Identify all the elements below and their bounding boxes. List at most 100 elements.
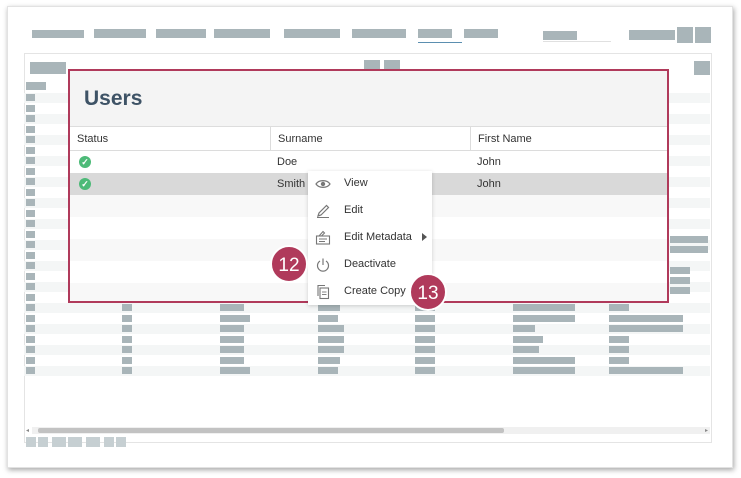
table-cell-placeholder	[26, 335, 35, 343]
table-cell-placeholder	[318, 346, 344, 353]
menu-item-edit[interactable]: Edit	[308, 198, 432, 224]
table-cell-placeholder	[415, 367, 435, 374]
page-button[interactable]	[68, 437, 82, 447]
table-cell-placeholder	[220, 335, 244, 343]
first-name-cell: John	[477, 156, 501, 168]
page-button[interactable]	[86, 437, 100, 447]
table-cell-placeholder	[26, 241, 35, 248]
search-box[interactable]	[543, 31, 577, 40]
nav-item[interactable]	[94, 29, 146, 38]
nav-item[interactable]	[464, 29, 498, 38]
nav-item[interactable]	[32, 30, 84, 38]
surname-cell: Smith	[277, 178, 306, 190]
table-cell-placeholder	[26, 304, 35, 311]
column-header[interactable]	[26, 82, 46, 90]
page-button[interactable]	[38, 437, 48, 447]
panel-title	[30, 62, 66, 74]
column-header-surname[interactable]: Surname	[271, 127, 471, 151]
table-cell-placeholder	[318, 367, 338, 374]
table-cell-placeholder	[670, 267, 690, 274]
table-cell-placeholder	[122, 314, 132, 322]
table-cell-placeholder	[318, 335, 344, 343]
table-cell-placeholder	[26, 199, 35, 206]
table-cell-placeholder	[26, 251, 35, 259]
table-cell-placeholder	[26, 346, 35, 353]
table-cell-placeholder	[415, 356, 435, 364]
table-cell-placeholder	[26, 283, 35, 290]
first-name-cell: John	[477, 178, 501, 190]
user-menu[interactable]	[629, 30, 675, 40]
table-cell-placeholder	[26, 178, 35, 185]
table-cell-placeholder	[26, 94, 35, 101]
page-button[interactable]	[26, 437, 36, 447]
table-cell-placeholder	[609, 356, 629, 364]
dialog-title: Users	[84, 87, 143, 110]
table-cell-placeholder	[26, 356, 35, 364]
callout-badge-deactivate: 12	[270, 245, 308, 283]
column-header-first-name[interactable]: First Name	[471, 127, 667, 151]
table-cell-placeholder	[220, 356, 244, 364]
scrollbar-thumb[interactable]	[38, 428, 504, 433]
menu-item-label: Edit	[344, 204, 363, 216]
table-cell-placeholder	[318, 356, 340, 364]
status-active-icon: ✓	[79, 178, 91, 190]
row-stripe	[24, 366, 710, 376]
table-cell-placeholder	[26, 188, 35, 196]
table-cell-placeholder	[122, 335, 132, 343]
nav-item[interactable]	[352, 29, 406, 38]
table-cell-placeholder	[122, 304, 132, 311]
menu-item-view[interactable]: View	[308, 171, 432, 197]
table-row[interactable]: ✓ Doe John	[70, 151, 667, 173]
menu-item-deactivate[interactable]: Deactivate	[308, 252, 432, 278]
dialog-header: Users	[70, 71, 667, 127]
menu-item-edit-metadata[interactable]: Edit Metadata	[308, 225, 432, 251]
table-cell-placeholder	[26, 125, 35, 133]
toolbar-button[interactable]	[695, 27, 711, 43]
table-cell-placeholder	[609, 367, 683, 374]
callout-badge-create-copy: 13	[409, 273, 447, 311]
table-cell-placeholder	[670, 277, 690, 284]
row-stripe	[24, 324, 710, 334]
nav-item[interactable]	[156, 29, 206, 38]
nav-item[interactable]	[284, 29, 340, 38]
nav-item-active[interactable]	[418, 29, 452, 38]
table-cell-placeholder	[26, 209, 35, 217]
row-stripe	[24, 303, 710, 313]
scroll-left-icon[interactable]: ◂	[26, 428, 30, 434]
table-cell-placeholder	[122, 346, 132, 353]
toolbar-button[interactable]	[694, 61, 710, 75]
table-cell-placeholder	[26, 167, 35, 175]
table-cell-placeholder	[220, 314, 250, 322]
active-tab-underline	[418, 42, 462, 43]
column-header-status[interactable]: Status	[70, 127, 271, 151]
nav-item[interactable]	[214, 29, 270, 38]
table-cell-placeholder	[26, 325, 35, 332]
table-cell-placeholder	[26, 136, 35, 143]
table-cell-placeholder	[609, 325, 683, 332]
table-cell-placeholder	[609, 304, 629, 311]
table-cell-placeholder	[220, 304, 244, 311]
table-cell-placeholder	[513, 335, 543, 343]
table-cell-placeholder	[609, 346, 629, 353]
table-cell-placeholder	[318, 325, 344, 332]
table-cell-placeholder	[220, 346, 244, 353]
scroll-right-icon[interactable]: ▸	[705, 428, 709, 434]
page-button[interactable]	[116, 437, 126, 447]
table-cell-placeholder	[26, 115, 35, 122]
page-button[interactable]	[104, 437, 114, 447]
status-active-icon: ✓	[79, 156, 91, 168]
row-stripe	[24, 345, 710, 355]
table-cell-placeholder	[220, 367, 250, 374]
toolbar-button[interactable]	[677, 27, 693, 43]
table-cell-placeholder	[122, 325, 132, 332]
search-underline	[543, 41, 611, 42]
pencil-icon	[317, 204, 330, 218]
menu-item-create-copy[interactable]: Create Copy	[308, 279, 432, 305]
table-cell-placeholder	[318, 304, 340, 311]
table-cell-placeholder	[26, 293, 35, 301]
menu-item-label: Deactivate	[344, 258, 396, 270]
table-cell-placeholder	[415, 314, 435, 322]
table-cell-placeholder	[513, 346, 539, 353]
page-button[interactable]	[52, 437, 66, 447]
table-cell-placeholder	[122, 367, 132, 374]
